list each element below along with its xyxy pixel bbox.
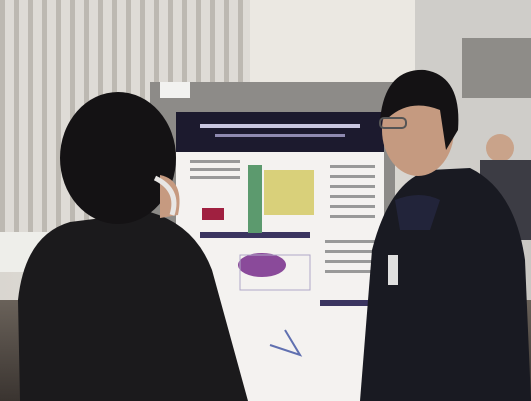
poster-chart-line <box>269 329 303 357</box>
poster-figure-small <box>202 208 224 220</box>
right-panel <box>462 38 531 98</box>
poster-map-frame <box>239 254 311 291</box>
name-badge <box>388 255 398 285</box>
poster-figure <box>264 170 314 215</box>
poster-text-lines <box>190 124 375 306</box>
background-person-head <box>486 134 514 162</box>
left-person-mask <box>153 175 177 216</box>
poster-header <box>176 112 384 152</box>
upper-wall <box>250 0 420 90</box>
poster-figure-bar <box>248 165 262 233</box>
board-label <box>160 82 190 98</box>
poster-map <box>238 253 286 277</box>
left-person-head <box>60 92 176 224</box>
right-person-hair <box>380 69 459 150</box>
right-person-glasses <box>379 117 407 129</box>
right-person-collar <box>395 195 440 230</box>
left-person-coat <box>18 212 248 401</box>
